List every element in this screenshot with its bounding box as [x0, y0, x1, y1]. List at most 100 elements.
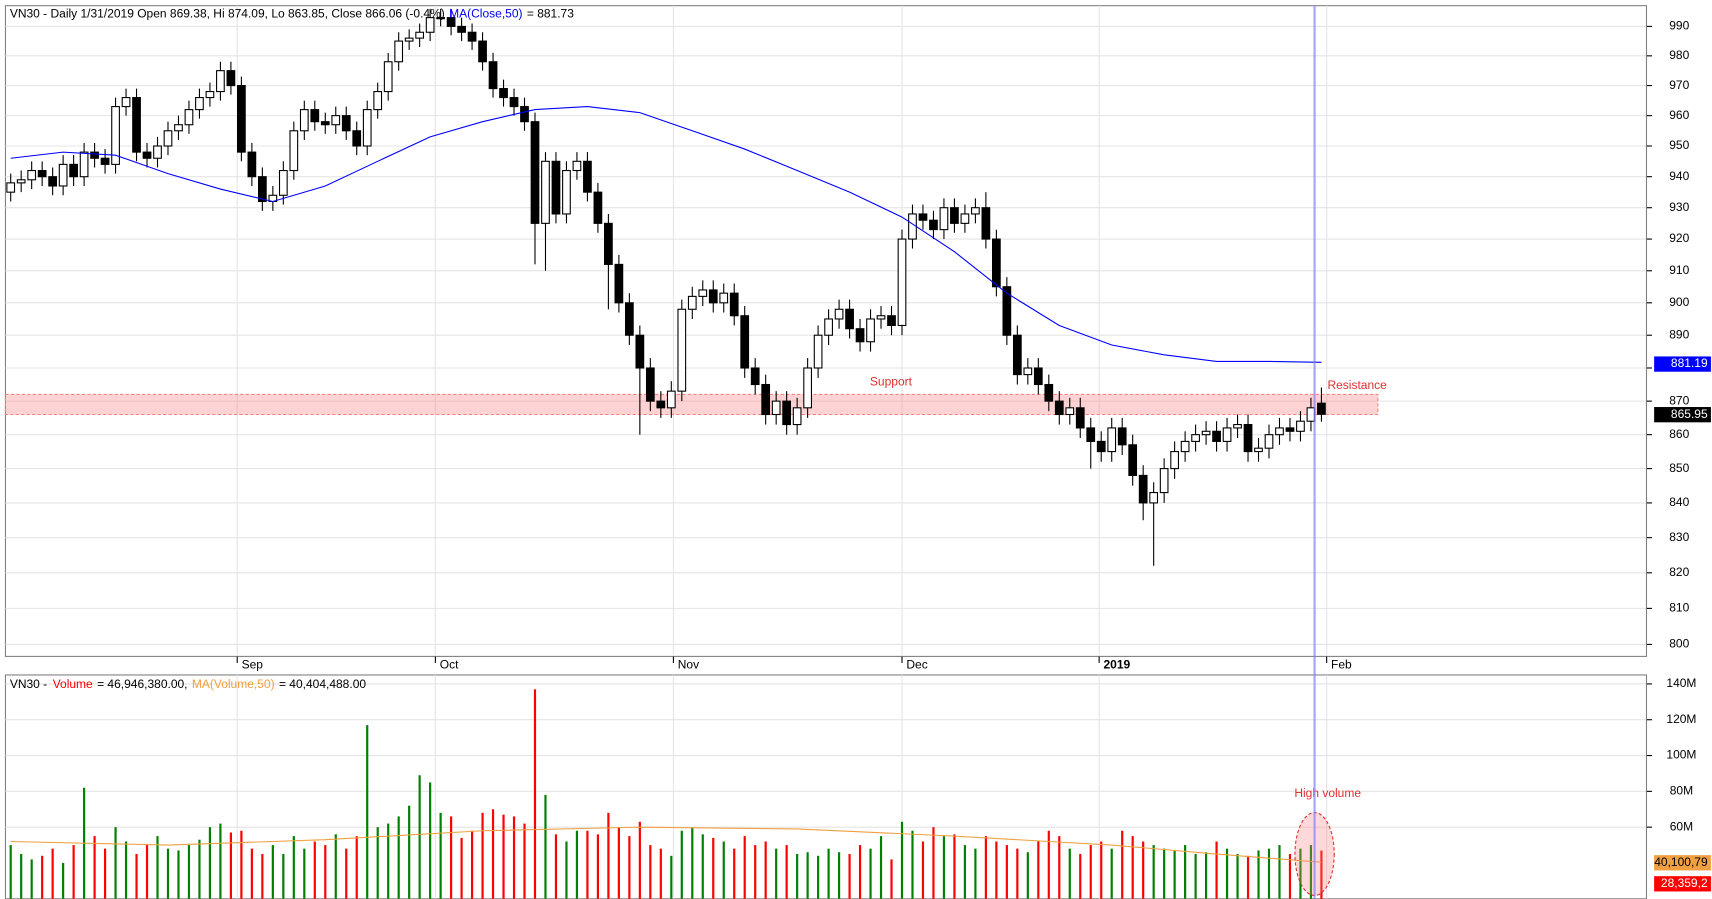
volume-bar — [470, 830, 474, 899]
candle-body — [897, 238, 907, 327]
volume-bar — [1131, 836, 1134, 899]
volume-bar — [324, 845, 327, 899]
candle-body — [645, 367, 655, 402]
candle-body — [876, 315, 886, 320]
candle-body — [1296, 420, 1305, 432]
candle-body — [195, 97, 204, 111]
volume-bar — [250, 848, 253, 899]
volume-bar — [1121, 830, 1124, 899]
candle-body — [845, 308, 854, 330]
candle-body — [341, 115, 351, 132]
candle-body — [216, 70, 225, 93]
volume-bar — [575, 830, 579, 899]
volume-bar — [1288, 854, 1292, 899]
candle-body — [499, 88, 508, 99]
volume-bar — [1079, 854, 1082, 899]
y-tick-label: 820 — [1669, 565, 1689, 579]
volume-bar — [649, 845, 652, 899]
candle-body — [1086, 427, 1096, 442]
volume-header: VN30 - Volume = 46,946,380.00, MA(Volume,5… — [10, 677, 367, 691]
candle-body — [1033, 367, 1043, 386]
y-tick-label: 860 — [1669, 427, 1689, 441]
volume-bar — [617, 827, 620, 899]
volume-bar — [775, 848, 778, 899]
header-text: VN30 - — [10, 677, 51, 691]
candle-body — [761, 383, 771, 416]
y-tick-label: 830 — [1669, 530, 1689, 544]
candle-body — [551, 160, 561, 215]
volume-bar — [1058, 836, 1061, 899]
candle-body — [971, 207, 980, 215]
volume-bar — [1037, 841, 1040, 899]
volume-bar — [900, 821, 904, 899]
candle-body — [960, 213, 970, 224]
candle-body — [1044, 383, 1054, 402]
candle-body — [803, 367, 812, 409]
candle-body — [467, 31, 477, 42]
candle-body — [729, 292, 739, 317]
volume-bar — [491, 809, 495, 899]
annotation: Resistance — [1327, 378, 1387, 392]
candle-body — [153, 145, 162, 159]
header-text: VN30 - Daily 1/31/2019 Open 869.38, Hi 8… — [10, 7, 445, 21]
volume-bar — [303, 848, 306, 899]
support-band — [4, 393, 1379, 416]
volume-bar — [1236, 854, 1239, 899]
volume-bar — [785, 845, 788, 899]
volume-bar — [1110, 848, 1113, 899]
candle-body — [677, 308, 687, 392]
volume-bar — [533, 689, 537, 899]
volume-bar — [554, 834, 558, 899]
volume-bar — [523, 823, 526, 899]
candle-body — [866, 318, 875, 343]
y-tick-label: 120M — [1666, 712, 1696, 726]
candle-body — [687, 295, 697, 310]
candle-body — [635, 334, 645, 369]
volume-bar — [932, 827, 935, 899]
y-tick-label: 900 — [1669, 295, 1689, 309]
volume-bar — [1215, 841, 1218, 899]
candle-body — [1159, 468, 1169, 494]
volume-bar — [596, 834, 599, 899]
y-tick-label: 960 — [1669, 108, 1689, 122]
candle-body — [100, 157, 110, 165]
candle-body — [604, 222, 613, 265]
volume-bar — [51, 848, 54, 899]
volume-bar — [827, 848, 830, 899]
volume-bar — [41, 855, 44, 899]
y-tick-label: 140M — [1666, 676, 1696, 690]
volume-bar — [911, 830, 914, 899]
price-marker-label: 40,100,79 — [1654, 855, 1708, 869]
candle-body — [1317, 402, 1326, 415]
candle-body — [488, 61, 498, 90]
candle-body — [299, 109, 309, 132]
volume-bar — [9, 845, 12, 899]
volume-bar — [450, 816, 453, 899]
candle-body — [908, 213, 917, 240]
candle-body — [446, 17, 456, 27]
candle-body — [530, 121, 540, 224]
candle-body — [1201, 430, 1211, 436]
ma-name: MA(Close,50) — [449, 7, 522, 21]
candle-body — [1180, 440, 1190, 453]
volume-bar — [796, 854, 799, 899]
y-tick-label: 890 — [1669, 327, 1689, 341]
volume-bar — [942, 836, 946, 899]
candle-body — [1191, 434, 1200, 442]
x-tick-label: Dec — [906, 657, 927, 671]
volume-bar — [712, 837, 715, 899]
candle-body — [205, 91, 215, 99]
y-tick-label: 930 — [1669, 200, 1689, 214]
candle-body — [1285, 427, 1295, 432]
candle-body — [1243, 424, 1253, 453]
y-tick-label: 60M — [1670, 819, 1693, 833]
volume-bar — [607, 812, 610, 899]
candle-body — [111, 106, 120, 165]
volume-bar — [93, 836, 96, 899]
volume-bar — [187, 845, 191, 899]
y-tick-label: 990 — [1669, 19, 1689, 33]
candle-body — [929, 219, 938, 231]
candle-body — [541, 160, 550, 224]
x-tick-label: Nov — [678, 657, 699, 671]
candle-body — [1117, 427, 1127, 446]
